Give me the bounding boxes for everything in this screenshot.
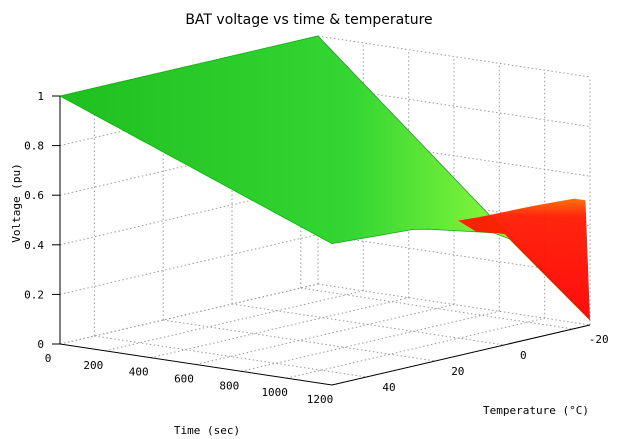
x-tick-label: 600	[174, 373, 194, 386]
grid-line	[59, 233, 319, 295]
x-tick-label: 400	[129, 366, 149, 379]
grid-line	[317, 85, 591, 128]
grid-line	[231, 303, 505, 346]
surface-patch-hot	[458, 198, 590, 320]
axes-frame	[59, 96, 591, 386]
grid-line	[286, 317, 545, 379]
y-tick-label: 40	[382, 381, 395, 394]
chart-title: BAT voltage vs time & temperature	[185, 12, 432, 28]
axis-line	[59, 324, 591, 386]
z-tick-label: 0.2	[24, 288, 44, 301]
grid-line	[163, 319, 436, 362]
x-tick-label: 800	[219, 379, 239, 392]
y-tick-label: -20	[589, 333, 609, 346]
z-tick-label: 0	[37, 338, 44, 351]
grid-line	[300, 287, 573, 330]
x-tick-label: 1200	[307, 393, 334, 406]
z-axis-title: Voltage (pu)	[10, 163, 23, 242]
grid-line	[241, 310, 500, 372]
grid-line	[150, 297, 409, 359]
grid-line	[195, 304, 455, 365]
z-tick-label: 0.6	[24, 189, 44, 202]
x-tick-label: 200	[83, 359, 103, 372]
x-tick-label: 0	[45, 352, 52, 365]
y-tick-label: 20	[451, 365, 464, 378]
grid-line	[59, 283, 319, 345]
x-axis-title: Time (sec)	[174, 424, 240, 437]
z-tick-label: 1	[37, 90, 44, 103]
tick-labels: 0 0.2 0.4 0.6 0.8 1 0 200 400 600 800 1000 1200 -20 0 2…	[24, 90, 609, 406]
grid-line	[94, 335, 367, 378]
voltage-surface	[58, 35, 591, 321]
surface-patch	[58, 35, 591, 321]
z-tick-label: 0.4	[24, 239, 44, 252]
grid-line	[317, 35, 591, 78]
y-tick-label: 0	[520, 349, 527, 362]
x-tick-label: 1000	[261, 386, 288, 399]
z-tick-label: 0.8	[24, 140, 44, 153]
grid-line	[105, 290, 364, 352]
y-axis-title: Temperature (°C)	[483, 404, 589, 417]
